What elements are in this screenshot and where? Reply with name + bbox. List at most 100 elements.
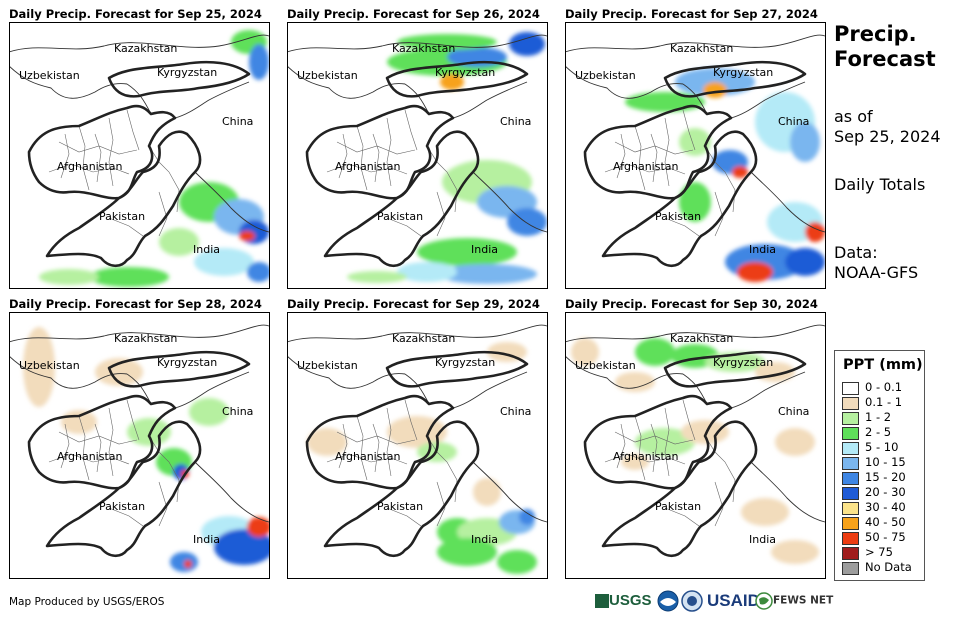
country-label-pakistan: Pakistan (655, 210, 701, 223)
province-border (356, 415, 368, 481)
map-frame (287, 312, 548, 579)
country-border (9, 65, 128, 99)
country-label-pakistan: Pakistan (377, 210, 423, 223)
focus-country-border (45, 130, 202, 268)
legend-swatch (842, 502, 859, 515)
legend-label: 15 - 20 (865, 470, 906, 484)
legend-swatch (842, 472, 859, 485)
precip-area (679, 182, 711, 222)
province-border (78, 125, 90, 191)
country-border (287, 355, 406, 389)
province-border (60, 423, 70, 469)
precip-map: Kazakhstan Uzbekistan Kyrgyzstan China Afgha… (287, 312, 548, 579)
province-border (664, 507, 700, 527)
country-label-china: China (500, 115, 531, 128)
focus-country-border (107, 350, 251, 388)
country-label-kazakhstan: Kazakhstan (392, 332, 455, 345)
province-border (616, 423, 626, 469)
legend-label: 20 - 30 (865, 485, 906, 499)
focus-country-border (323, 130, 480, 268)
country-label-uzbekistan: Uzbekistan (575, 359, 636, 372)
province-border (326, 453, 408, 465)
province-border (94, 133, 102, 183)
panel-title: Daily Precip. Forecast for Sep 29, 2024 (287, 297, 540, 311)
country-label-india: India (193, 243, 220, 256)
country-border (287, 65, 406, 99)
province-border (78, 415, 90, 481)
country-label-pakistan: Pakistan (655, 500, 701, 513)
focus-country-border (663, 350, 807, 388)
usgs-logo: USGS (595, 590, 652, 614)
country-label-kyrgyzstan: Kyrgyzstan (157, 66, 217, 79)
province-border (386, 507, 422, 527)
country-border (9, 34, 270, 53)
country-border (9, 324, 270, 343)
data-source-label: Data: (834, 243, 878, 262)
country-border (287, 324, 548, 343)
country-label-india: India (471, 243, 498, 256)
map-frame (287, 22, 548, 289)
precip-area (679, 128, 711, 156)
precip-area (397, 34, 497, 50)
as-of-value: Sep 25, 2024 (834, 127, 941, 146)
province-border (650, 423, 658, 473)
fewsnet-logo: FEWS NET (755, 590, 833, 614)
precip-area (785, 248, 825, 276)
focus-country-border (107, 60, 251, 98)
focus-country-border (601, 130, 758, 268)
precip-area (194, 248, 254, 276)
country-label-china: China (778, 115, 809, 128)
country-label-kyrgyzstan: Kyrgyzstan (157, 356, 217, 369)
legend-swatch (842, 382, 859, 395)
precip-area (519, 509, 535, 525)
legend-swatch (842, 532, 859, 545)
province-border (404, 109, 418, 151)
precip-area (497, 550, 537, 574)
country-border (565, 34, 826, 53)
precip-area (189, 398, 229, 426)
precip-area (509, 32, 545, 56)
country-label-pakistan: Pakistan (377, 500, 423, 513)
province-border (386, 117, 392, 187)
country-label-uzbekistan: Uzbekistan (297, 359, 358, 372)
legend-swatch (842, 457, 859, 470)
province-border (714, 481, 724, 527)
country-label-kyrgyzstan: Kyrgyzstan (713, 66, 773, 79)
precip-area (249, 44, 269, 80)
legend-label: 10 - 15 (865, 455, 906, 469)
precip-area (247, 517, 270, 537)
country-label-uzbekistan: Uzbekistan (297, 69, 358, 82)
province-border (158, 481, 168, 527)
precip-area (681, 420, 729, 444)
precip-area (437, 264, 537, 284)
precip-area (440, 74, 464, 90)
precip-area (615, 372, 655, 392)
country-label-kyrgyzstan: Kyrgyzstan (435, 66, 495, 79)
country-label-kazakhstan: Kazakhstan (670, 42, 733, 55)
focus-country-border (583, 104, 733, 200)
data-source: Data: NOAA-GFS (834, 243, 918, 283)
precip-area (571, 338, 599, 366)
country-border (194, 171, 270, 233)
province-border (436, 481, 446, 527)
legend-swatch (842, 562, 859, 575)
focus-country-border (305, 104, 455, 200)
country-label-pakistan: Pakistan (99, 500, 145, 513)
province-border (372, 133, 380, 183)
panel-title: Daily Precip. Forecast for Sep 27, 2024 (565, 7, 818, 21)
panel-title: Daily Precip. Forecast for Sep 26, 2024 (287, 7, 540, 21)
usgs-mark-icon (595, 594, 609, 608)
precip-area (397, 262, 457, 282)
globe-icon (755, 591, 773, 610)
province-border (94, 423, 102, 473)
legend-swatch (842, 427, 859, 440)
country-border (565, 355, 684, 389)
focus-country-border (323, 420, 480, 558)
precip-area (621, 454, 649, 470)
partner-logos: USGS USAID FEWS NET (595, 590, 833, 614)
country-label-afghanistan: Afghanistan (57, 450, 123, 463)
province-border (682, 109, 696, 151)
as-of-label: as of (834, 107, 873, 126)
legend-swatch (842, 487, 859, 500)
